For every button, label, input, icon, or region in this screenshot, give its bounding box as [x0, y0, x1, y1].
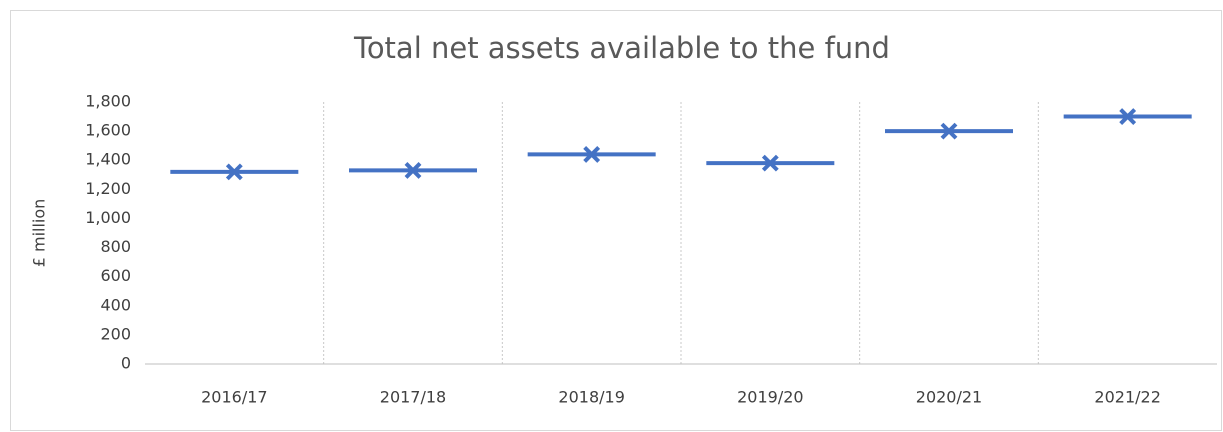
- data-point: [706, 154, 835, 172]
- x-marker: [583, 145, 601, 163]
- x-tick-label: 2017/18: [380, 388, 446, 407]
- x-marker: [761, 154, 779, 172]
- y-tick-label: 800: [100, 237, 131, 256]
- y-tick-label: 1,800: [85, 92, 131, 111]
- data-point: [885, 122, 1013, 140]
- y-tick-label: 1,600: [85, 121, 131, 140]
- y-axis-label: £ million: [30, 199, 49, 268]
- x-marker: [1119, 108, 1137, 125]
- data-point: [527, 145, 656, 163]
- x-tick-label: 2021/22: [1094, 388, 1160, 407]
- y-tick-label: 1,400: [85, 150, 131, 169]
- x-marker: [225, 163, 243, 181]
- chart-frame: [10, 10, 1222, 431]
- x-tick-label: 2020/21: [916, 388, 982, 407]
- y-tick-label: 400: [100, 295, 131, 314]
- data-point: [170, 163, 299, 181]
- chart-title: Total net assets available to the fund: [353, 31, 890, 65]
- y-tick-label: 200: [100, 324, 131, 343]
- x-marker: [404, 161, 422, 179]
- y-tick-label: 0: [121, 354, 131, 373]
- x-tick-label: 2016/17: [201, 388, 267, 407]
- x-marker: [940, 122, 958, 140]
- y-tick-label: 1,200: [85, 179, 131, 198]
- data-point: [349, 161, 477, 179]
- data-point: [1063, 108, 1192, 125]
- y-tick-label: 600: [100, 266, 131, 285]
- y-tick-label: 1,000: [85, 208, 131, 227]
- x-tick-label: 2018/19: [558, 388, 624, 407]
- x-tick-label: 2019/20: [737, 388, 803, 407]
